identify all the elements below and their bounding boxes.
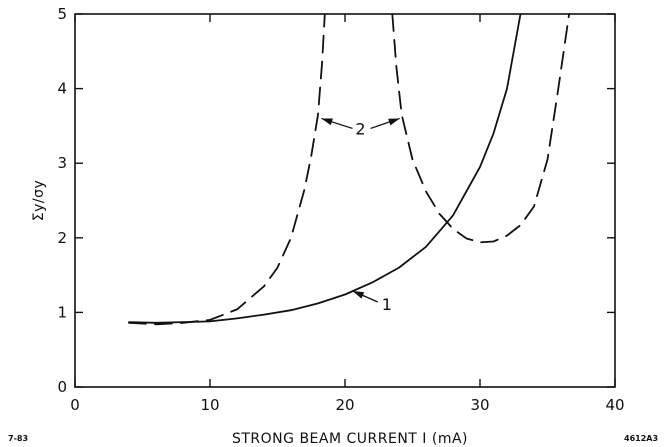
- series-2-line-seg1: [128, 13, 326, 326]
- x-tick-label: 0: [70, 396, 80, 414]
- series-1-line: [128, 13, 522, 324]
- series-2-line-seg2: [391, 13, 570, 244]
- y-tick-label: 0: [57, 378, 67, 396]
- plot-border: [74, 13, 616, 388]
- y-tick-label: 4: [57, 80, 67, 98]
- plot-frame: [74, 13, 616, 388]
- series-layer: [128, 13, 570, 326]
- series-label-2: 2: [355, 119, 365, 138]
- corner-label-right: 4612A3: [624, 434, 658, 443]
- x-tick-label: 20: [335, 396, 354, 414]
- y-axis-title: Σy/σy: [31, 180, 47, 222]
- x-tick-label: 40: [605, 396, 624, 414]
- label-2-leader-right-head: [388, 118, 400, 126]
- corner-label-left: 7-83: [8, 434, 28, 443]
- label-1-leader-head: [352, 291, 365, 299]
- y-tick-label: 2: [57, 229, 67, 247]
- x-tick-label: 10: [200, 396, 219, 414]
- y-tick-label: 1: [57, 303, 67, 321]
- annotations: 12: [321, 117, 400, 314]
- x-axis-title: STRONG BEAM CURRENT I (mA): [232, 431, 468, 447]
- x-tick-label: 30: [470, 396, 489, 414]
- y-tick-label: 3: [57, 154, 67, 172]
- label-2-leader-left-head: [321, 118, 333, 126]
- series-label-1: 1: [382, 295, 392, 314]
- y-tick-label: 5: [57, 5, 67, 23]
